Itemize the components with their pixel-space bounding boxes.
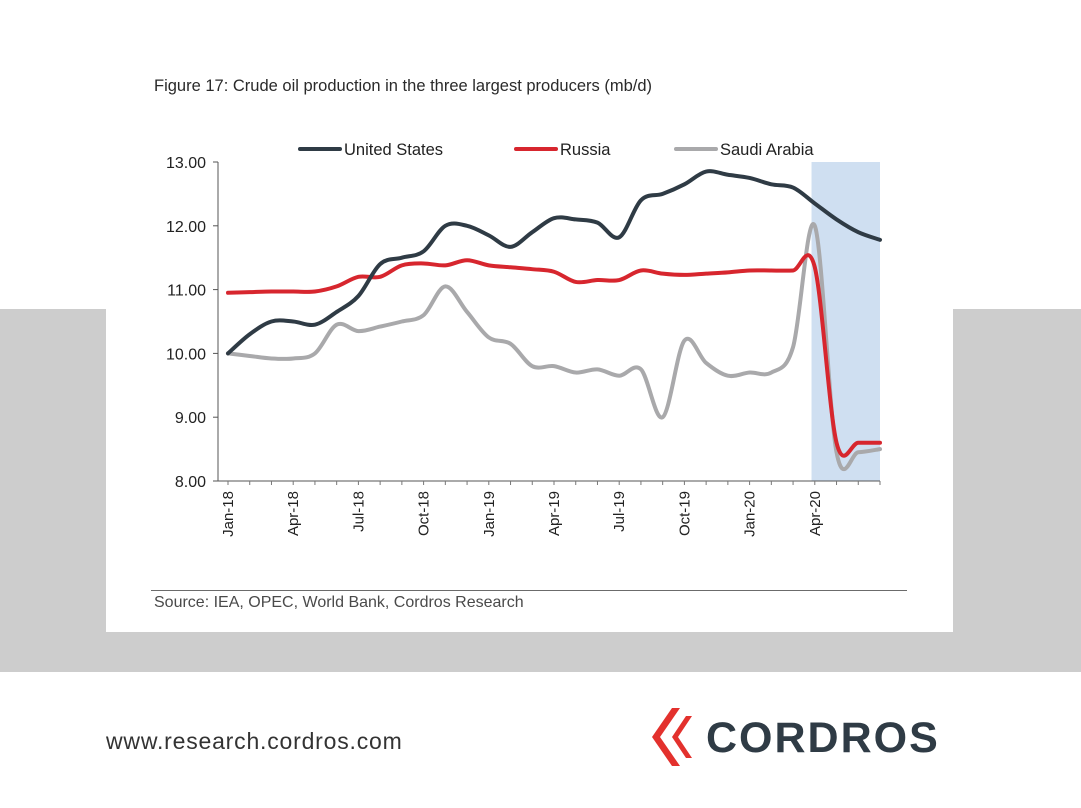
y-tick-label: 9.00 [175,410,206,427]
cordros-logo: CORDROS [642,702,942,772]
x-tick-label: Oct-18 [416,491,433,536]
x-tick-label: Jan-20 [742,491,759,537]
y-tick-label: 8.00 [175,474,206,491]
legend-label: United States [344,141,443,159]
x-tick-label: Jul-18 [350,491,367,532]
brand-name: CORDROS [706,714,940,762]
x-tick-label: Oct-19 [676,491,693,536]
legend-label: Saudi Arabia [720,141,814,159]
y-tick-label: 12.00 [166,219,206,236]
series-line-russia [226,253,882,458]
series-line-saudi-arabia [226,221,882,472]
figure-title: Figure 17: Crude oil production in the t… [154,77,653,95]
footer-url[interactable]: www.research.cordros.com [106,728,403,754]
y-tick-label: 13.00 [166,155,206,172]
line-chart: 8.00 9.00 10.00 11.00 12.00 13.00 Jan-18 Apr-18… [166,141,882,537]
x-tick-label: Apr-19 [546,491,563,536]
cordros-logo-icon [652,708,692,766]
source-note: Source: IEA, OPEC, World Bank, Cordros R… [154,594,524,611]
y-tick-label: 10.00 [166,346,206,363]
y-tick-label: 11.00 [167,283,206,300]
source-divider [151,590,907,591]
x-tick-label: Apr-20 [807,491,824,536]
x-tick-label: Jul-19 [611,491,628,532]
series-line-united-states [226,169,882,356]
x-tick-label: Jan-18 [220,491,237,537]
x-tick-label: Jan-19 [481,491,498,537]
x-tick-label: Apr-18 [285,491,302,536]
legend-label: Russia [560,141,611,159]
